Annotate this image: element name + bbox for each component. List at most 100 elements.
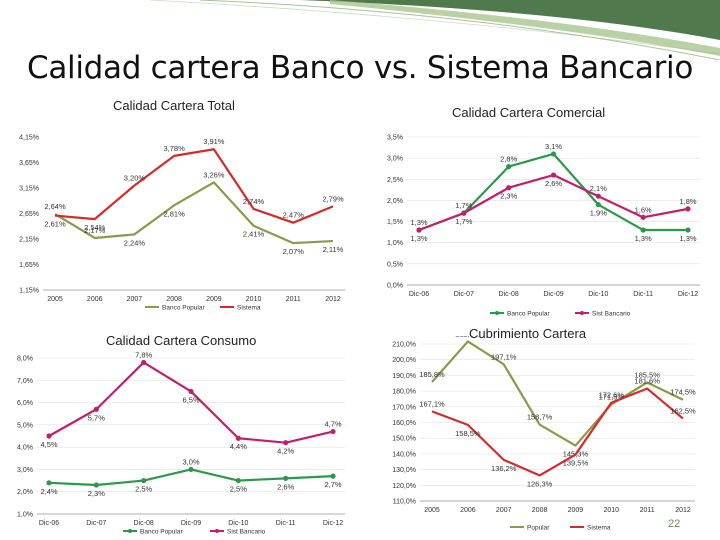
data-label: 172,6% [599,391,625,400]
x-tick-label: 2012 [325,296,341,303]
data-label: 139,5% [563,459,589,468]
data-point [595,193,601,199]
x-tick-label: 2010 [246,296,262,303]
y-tick-label: 2,0% [387,198,403,205]
legend-label: Sistema [587,525,611,532]
y-tick-label: 4,15% [19,135,39,142]
data-label: 2,3% [500,192,517,201]
chart-cubrimiento: 110,0% 120,0% 130,0% 140,0% 150,0% 160,0% 170,… [392,336,696,532]
data-label: 2,7% [324,480,341,489]
data-label: 158,5% [455,429,481,438]
data-point [93,406,99,412]
data-point [416,227,422,233]
data-point [506,164,512,170]
data-label: 2,07% [283,247,305,256]
legend-marker [580,311,584,315]
data-label: 171,5% [599,392,625,401]
data-label: 136,2% [491,464,517,473]
y-tick-label: 2,5% [387,177,403,184]
y-tick-label: 0,0% [387,283,403,290]
data-label: 3,20% [124,173,146,182]
data-point [46,433,52,439]
data-point [330,428,336,435]
y-tick-label: 210,0% [392,342,416,349]
data-label: 158,7% [527,413,553,422]
x-tick-label: Dic-07 [454,291,474,298]
x-tick-label: 2010 [603,507,619,514]
data-label: 181,6% [634,377,660,386]
x-tick-label: Dic-08 [134,520,154,527]
y-tick-label: 1,65% [19,262,39,269]
data-label: 2,64% [44,202,66,211]
data-point [550,151,557,157]
x-tick-label: Dic-09 [181,520,201,527]
y-tick-label: 190,0% [392,373,416,380]
page-number: 22 [668,518,681,530]
data-label: 1,7% [455,217,472,226]
series-line [431,340,684,447]
y-tick-label: 200,0% [392,357,416,364]
y-tick-label: 5,0% [17,422,33,429]
y-tick-label: 150,0% [392,436,416,443]
data-label: 167,1% [419,399,445,408]
slide-title: Calidad cartera Banco vs. Sistema Bancar… [26,50,694,86]
data-label: 5,7% [88,413,105,422]
y-tick-label: 3,5% [387,135,403,142]
data-point [640,227,646,233]
data-point [685,206,691,212]
data-label: 3,1% [545,142,562,151]
data-label: 197,1% [491,352,517,361]
data-label: 4,2% [277,447,294,456]
data-label: 174,5% [670,388,696,397]
data-label: 7,8% [135,350,152,359]
x-tick-label: 2007 [496,507,512,514]
data-label: 2,17% [84,226,106,235]
y-tick-label: 120,0% [392,483,416,490]
x-tick-label: 2005 [47,296,63,303]
data-point [550,172,557,178]
data-label: 2,61% [44,220,66,229]
chart-calidad-comercial: 0,0% 0,5% 1,0% 1,5% 2,0% 2,5% 3,0% 3,5% Dic-06 Di… [387,135,700,318]
data-label: 2,4% [40,487,57,496]
data-label: 4,7% [324,420,341,429]
data-point [685,227,691,233]
y-tick-label: 8,0% [17,356,33,363]
data-label: 2,24% [124,238,146,247]
y-tick-label: 0,5% [387,261,403,268]
data-point [283,475,289,481]
chart-calidad-consumo: 1,0% 2,0% 3,0% 4,0% 5,0% 6,0% 7,0% 8,0% Dic-06 Di… [17,350,345,536]
y-tick-label: 1,5% [387,219,403,226]
y-tick-label: 1,15% [19,288,39,295]
data-label: 211,6% [455,336,480,338]
x-tick-label: 2009 [568,507,584,514]
x-tick-label: 2006 [460,507,476,514]
data-label: 185,5% [634,370,660,379]
y-tick-label: 1,0% [387,240,403,247]
data-label: 3,0% [182,457,199,466]
y-tick-label: 3,0% [17,467,33,474]
data-label: 2,8% [500,155,517,164]
data-label: 2,47% [283,211,305,220]
chart-calidad-total: 1,15% 1,65% 2,15% 2,65% 3,15% 3,65% 4,15% 2005 2… [19,135,345,312]
data-point [93,482,99,488]
data-point [235,435,241,441]
y-tick-label: 2,0% [17,489,33,496]
legend-label: Banco Popular [140,529,183,536]
y-tick-label: 140,0% [392,451,416,458]
y-tick-label: 4,0% [17,445,33,452]
y-tick-label: 180,0% [392,389,416,396]
x-tick-label: Dic-06 [39,520,59,527]
data-label: 185,8% [419,370,445,379]
data-label: 162,5% [670,407,696,416]
y-tick-label: 160,0% [392,420,416,427]
data-point [330,473,336,479]
chart-title-consumo: Calidad Cartera Consumo [106,333,257,348]
header-decoration [0,0,720,60]
data-label: 2,1% [590,184,607,193]
y-tick-label: 3,65% [19,160,39,167]
data-label: 1,3% [679,234,696,243]
data-point [141,477,147,484]
data-label: 2,6% [545,179,562,188]
data-label: 2,11% [323,245,344,254]
data-label: 2,3% [88,489,105,498]
